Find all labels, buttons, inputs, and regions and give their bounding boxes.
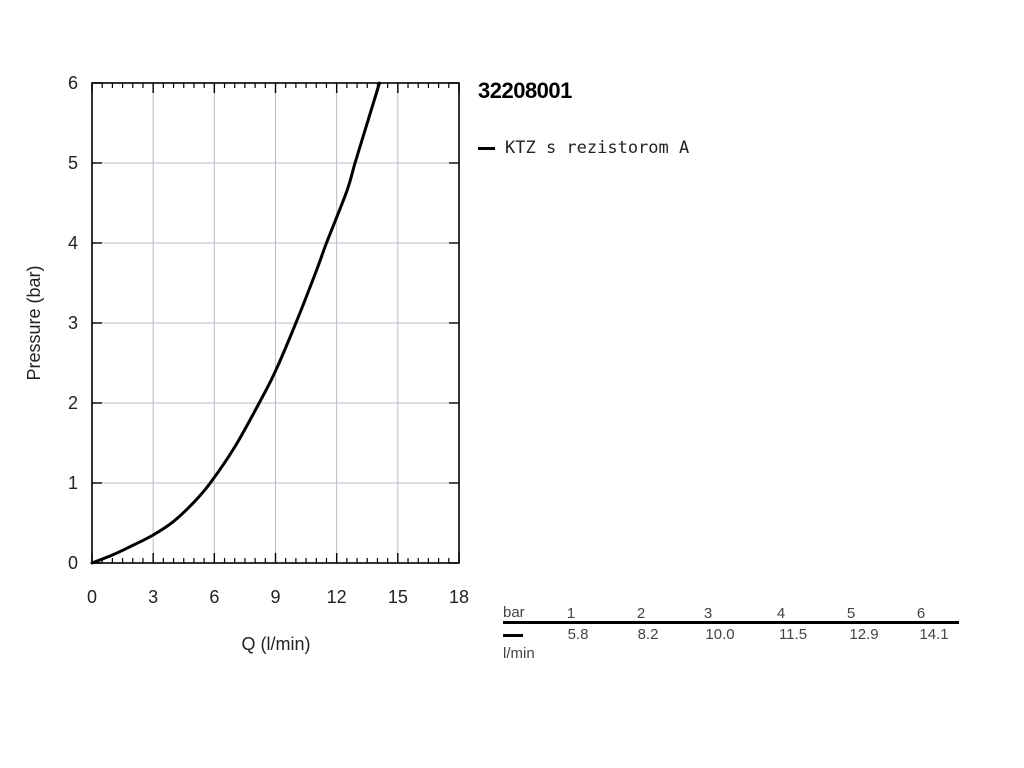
flow-cell: 11.5 <box>778 626 808 643</box>
pressure-unit-label: bar <box>503 604 525 621</box>
pressure-cell: 6 <box>916 605 926 622</box>
x-tick-label: 9 <box>270 587 280 607</box>
flow-table-values: 5.8 8.2 10.0 11.5 12.9 14.1 <box>503 624 959 644</box>
x-tick-label: 6 <box>209 587 219 607</box>
legend-swatch <box>478 146 495 150</box>
y-axis-label: Pressure (bar) <box>24 265 44 380</box>
plot-frame <box>91 82 460 564</box>
flow-table-header: bar 1 2 3 4 5 6 <box>503 603 959 624</box>
y-tick-label: 2 <box>68 393 78 413</box>
pressure-cell: 4 <box>776 605 786 622</box>
flow-cell: 12.9 <box>849 626 879 643</box>
y-tick-label: 1 <box>68 473 78 493</box>
grid <box>92 83 459 563</box>
legend-label: KTZ s rezistorom A <box>505 138 690 158</box>
x-axis-label: Q (l/min) <box>242 634 311 654</box>
x-tick-label: 12 <box>327 587 347 607</box>
pressure-cell: 1 <box>566 605 576 622</box>
series-line-marker <box>503 634 523 637</box>
pressure-cell: 5 <box>846 605 856 622</box>
x-tick-label: 18 <box>449 587 469 607</box>
pressure-cell: 3 <box>703 605 713 622</box>
product-code-title: 32208001 <box>478 78 572 103</box>
y-tick-label: 3 <box>68 313 78 333</box>
y-tick-label: 0 <box>68 553 78 573</box>
x-tick-label: 3 <box>148 587 158 607</box>
legend: KTZ s rezistorom A <box>478 138 689 158</box>
y-tick-label: 6 <box>68 73 78 93</box>
flow-cell: 8.2 <box>637 626 659 643</box>
flow-cell: 14.1 <box>919 626 949 643</box>
flow-cell: 5.8 <box>567 626 589 643</box>
x-tick-label: 15 <box>388 587 408 607</box>
y-tick-label: 5 <box>68 153 78 173</box>
series <box>90 81 381 565</box>
x-tick-label: 0 <box>87 587 97 607</box>
pressure-cell: 2 <box>636 605 646 622</box>
y-tick-label: 4 <box>68 233 78 253</box>
flow-unit-label: l/min <box>503 645 535 662</box>
flow-table: bar 1 2 3 4 5 6 5.8 8.2 10.0 11.5 12.9 1… <box>503 603 959 662</box>
series-line <box>90 81 381 565</box>
flow-cell: 10.0 <box>705 626 735 643</box>
